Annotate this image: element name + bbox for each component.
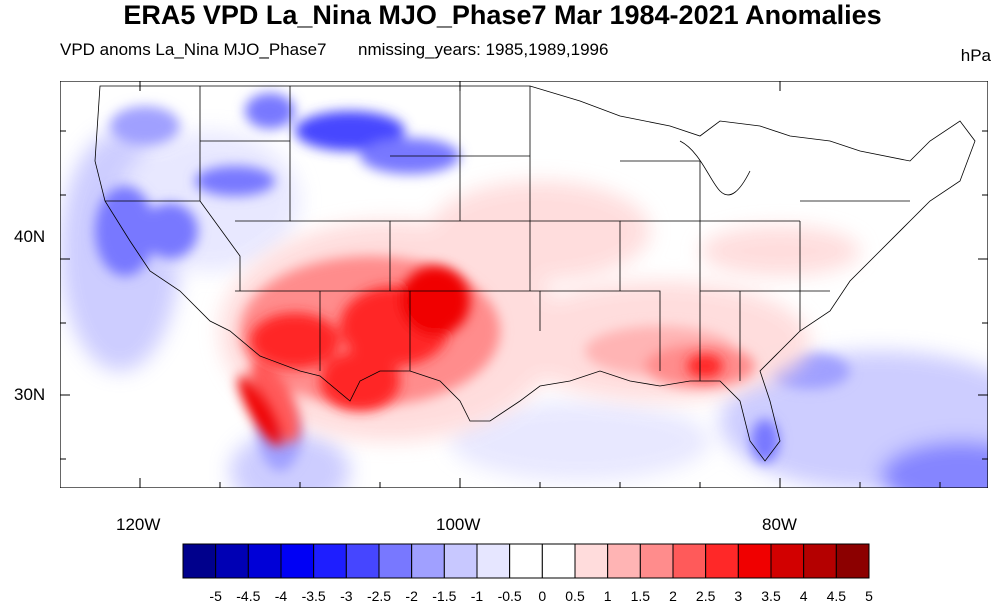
colorbar-tick-label: 2.5: [695, 588, 716, 604]
atlantic-deep-anomaly: [880, 441, 988, 488]
colorbar-tick-label: -1.5: [432, 588, 457, 604]
colorbar-tick-label: 5: [865, 588, 873, 604]
subtitle-center: nmissing_years: 1985,1989,1996: [358, 40, 609, 59]
colorbar-swatch: [541, 543, 576, 579]
colorbar-tick-label: -1: [470, 588, 484, 604]
colorbar-swatch: [803, 543, 837, 579]
colorbar-tick-label: 1.5: [630, 588, 651, 604]
colorbar-tick-label: 2: [669, 588, 677, 604]
colorbar: [182, 543, 870, 579]
colorbar-swatch: [737, 543, 772, 579]
colorbar-swatch: [247, 543, 282, 579]
colorbar-swatch: [705, 543, 739, 579]
lat-label-40n: 40N: [14, 227, 46, 246]
subtitle-left: VPD anoms La_Nina MJO_Phase7: [60, 40, 327, 59]
figure-title: ERA5 VPD La_Nina MJO_Phase7 Mar 1984-202…: [123, 0, 882, 30]
map-ticks: [60, 81, 988, 488]
colorbar-tick-label: -2: [405, 588, 418, 604]
arkansas-line: [540, 290, 661, 371]
colorbar-tick-label: 3.5: [761, 588, 781, 604]
colorbar-tick-label: 0: [538, 588, 547, 604]
washington-low: [110, 106, 180, 146]
colorbar-swatch: [672, 543, 707, 579]
colorbar-swatch: [770, 543, 805, 579]
colorbar-swatch: [313, 543, 347, 579]
oregon-nevada-line: [199, 86, 241, 291]
units-label: hPa: [960, 46, 991, 65]
plains-envelope: [430, 181, 650, 281]
colorbar-swatch: [215, 543, 249, 579]
florida-low: [751, 419, 779, 463]
colorbar-swatch: [411, 543, 445, 579]
great-lakes-line: [679, 140, 751, 196]
baja-california-high: [238, 376, 282, 446]
montana-low: [295, 111, 405, 151]
lon-label-100w: 100W: [436, 515, 481, 534]
colorbar-swatch: [509, 543, 543, 579]
colorbar-tick-label: 0.5: [565, 588, 585, 604]
colorbar-tick-label: 4.5: [826, 588, 847, 604]
ohio-valley-envelope: [700, 226, 860, 276]
colorbar-tick-label: 4: [799, 588, 808, 604]
colorbar-tick-label: -4.5: [236, 588, 261, 604]
lat-label-30n: 30N: [14, 385, 46, 404]
colorbar-tick-label: -3: [340, 588, 353, 604]
idaho-low: [195, 166, 275, 196]
southwest-desert-high: [250, 313, 340, 369]
colorbar-tick-label: -4: [274, 588, 288, 604]
anomaly-map: [60, 81, 988, 488]
texas-panhandle-high: [400, 266, 470, 336]
boundary-lines: [94, 85, 976, 462]
colorbar-swatch: [835, 543, 870, 579]
colorbar-tick-label: -0.5: [497, 588, 522, 604]
colorbar-tick-label: -2.5: [366, 588, 392, 604]
colorbar-swatch: [639, 543, 674, 579]
lon-label-80w: 80W: [762, 515, 797, 534]
colorbar-swatch: [607, 543, 641, 579]
georgia-core: [687, 354, 723, 378]
oregon-low: [142, 203, 198, 259]
baja-medium: [249, 359, 301, 443]
anomaly-shading: [60, 93, 988, 488]
us-outline: [94, 85, 976, 462]
colorbar-swatch: [443, 543, 478, 579]
colorbar-swatch: [574, 543, 609, 579]
utah-colorado-line: [235, 220, 391, 292]
colorbar-tick-label: 3: [734, 588, 743, 604]
colorbar-swatch: [280, 543, 315, 579]
idaho-north-low: [245, 93, 295, 129]
colorbar-swatch: [378, 543, 413, 579]
colorbar-tick-label: 1: [603, 588, 612, 604]
colorbar-tick-label: -5: [209, 588, 222, 604]
lon-label-120w: 120W: [116, 515, 161, 534]
colorbar-swatch: [476, 543, 511, 579]
colorbar-tick-label: -3.5: [301, 588, 326, 604]
colorbar-swatch: [345, 543, 380, 579]
colorbar-swatch: [182, 543, 217, 579]
gulf-anomaly: [450, 401, 710, 481]
